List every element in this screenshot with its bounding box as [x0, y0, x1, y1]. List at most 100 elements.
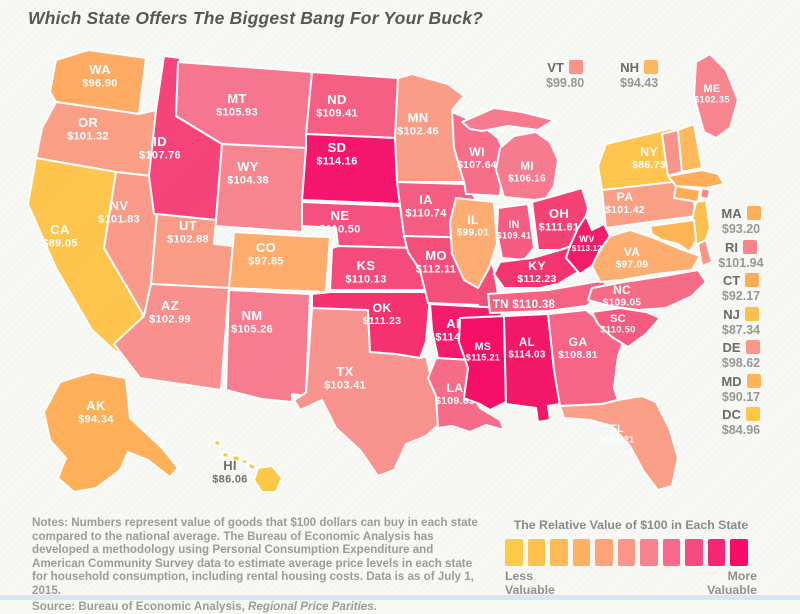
- callout-abbr: VT: [546, 60, 584, 75]
- state-label-ok: $111.23: [363, 316, 402, 327]
- state-label-mi: MI: [520, 160, 534, 173]
- callout-value: $87.34: [721, 322, 761, 337]
- callout-nh: NH $94.43: [620, 60, 658, 90]
- state-sd[interactable]: [301, 133, 401, 205]
- state-label-mi: $106.16: [508, 173, 546, 184]
- state-nc[interactable]: [587, 269, 707, 311]
- callout-de: DE $98.62: [702, 340, 780, 370]
- state-label-ks: KS: [357, 258, 376, 273]
- state-label-pa: PA: [617, 190, 634, 204]
- state-label-ut: $102.88: [167, 234, 209, 246]
- callout-nj: NJ $87.34: [702, 306, 780, 337]
- callout-abbr: CT: [702, 273, 780, 288]
- state-label-me: ME: [703, 83, 720, 95]
- state-ms[interactable]: [458, 315, 507, 411]
- state-de[interactable]: [697, 239, 713, 267]
- state-fl[interactable]: [559, 395, 679, 491]
- legend-ramp-swatch: [572, 539, 590, 566]
- callout-value: $99.80: [546, 76, 585, 90]
- state-nm[interactable]: [225, 289, 311, 403]
- state-label-il: $99.01: [457, 228, 490, 239]
- state-label-in: IN: [508, 219, 519, 231]
- state-il[interactable]: [449, 197, 498, 289]
- state-hi[interactable]: [221, 451, 230, 459]
- state-label-id: ID: [153, 134, 167, 149]
- state-az[interactable]: [113, 283, 230, 391]
- state-me[interactable]: [693, 53, 739, 139]
- state-mi[interactable]: [461, 107, 555, 132]
- state-label-al: $114.03: [508, 349, 545, 360]
- state-label-sd: $114.16: [316, 156, 357, 168]
- callout-ct: CT $92.17: [702, 273, 780, 303]
- state-label-tn: TN $110.38: [493, 299, 556, 311]
- callout-abbr: MA: [702, 206, 780, 221]
- bottom-border-strip: [0, 595, 800, 600]
- state-wv[interactable]: [565, 215, 611, 275]
- state-ak[interactable]: [43, 371, 179, 493]
- state-ct[interactable]: [673, 185, 701, 203]
- state-label-wv: WV: [579, 234, 595, 244]
- state-label-nd: $109.41: [316, 108, 358, 120]
- legend-ramp-swatch: [662, 539, 680, 566]
- state-wy[interactable]: [213, 143, 307, 233]
- state-label-ia: IA: [419, 192, 433, 207]
- state-label-co: CO: [256, 240, 276, 255]
- state-label-mo: MO: [425, 248, 447, 263]
- state-label-or: $101.32: [67, 131, 109, 143]
- state-label-tx: $103.41: [324, 380, 366, 392]
- state-hi[interactable]: [247, 462, 257, 471]
- color-scale-legend: The Relative Value of $100 in Each State…: [505, 518, 757, 597]
- state-hi[interactable]: [231, 454, 241, 463]
- state-label-nv: NV: [110, 198, 129, 213]
- state-mi[interactable]: [495, 131, 559, 201]
- state-label-sd: SD: [328, 140, 347, 155]
- state-label-mt: MT: [227, 91, 246, 106]
- state-label-ne: NE: [331, 208, 350, 223]
- callout-abbr: NH: [620, 60, 658, 75]
- state-label-hi: HI: [223, 458, 237, 473]
- state-label-ia: $110.74: [405, 208, 447, 220]
- state-label-hi: $86.06: [212, 474, 247, 486]
- state-nd[interactable]: [305, 71, 399, 139]
- callout-abbr: DC: [702, 407, 780, 422]
- state-label-ut: UT: [179, 218, 197, 233]
- state-label-nd: ND: [327, 92, 346, 107]
- state-label-in: $109.41: [497, 230, 532, 240]
- callout-ri: RI $101.94: [702, 239, 780, 270]
- state-label-ga: $108.81: [558, 350, 598, 361]
- state-nh[interactable]: [677, 123, 703, 173]
- state-co[interactable]: [228, 231, 331, 293]
- state-label-ak: $94.34: [78, 414, 114, 426]
- state-label-nm: NM: [242, 308, 263, 323]
- callout-swatch: [744, 306, 759, 321]
- state-label-az: $102.99: [149, 314, 191, 326]
- state-label-wa: WA: [89, 62, 111, 77]
- state-label-id: $107.76: [139, 150, 181, 162]
- state-label-ms: $115.21: [466, 352, 500, 362]
- callout-abbr: RI: [702, 239, 780, 255]
- state-label-ok: OK: [372, 301, 391, 315]
- state-label-mt: $105.93: [216, 107, 258, 119]
- callout-value: $92.17: [721, 289, 761, 303]
- state-label-ky: $112.23: [517, 274, 556, 285]
- callout-md: MD $90.17: [702, 373, 780, 404]
- state-hi[interactable]: [240, 458, 249, 465]
- callout-swatch: [745, 340, 760, 354]
- legend-ramp-swatch: [527, 539, 545, 566]
- state-label-nm: $105.26: [231, 324, 273, 336]
- callout-swatch: [746, 206, 761, 220]
- state-hi[interactable]: [253, 465, 283, 493]
- state-hi[interactable]: [213, 439, 222, 447]
- state-label-oh: $111.61: [539, 222, 580, 234]
- callout-swatch: [745, 407, 760, 421]
- callout-abbr: MD: [702, 373, 780, 389]
- state-label-ak: AK: [86, 398, 106, 413]
- state-ri[interactable]: [699, 187, 711, 200]
- callout-dc: DC $84.96: [702, 407, 780, 437]
- callout-swatch: [644, 60, 658, 74]
- state-label-wy: $104.38: [227, 175, 269, 187]
- state-md[interactable]: [649, 219, 697, 253]
- state-ok[interactable]: [311, 291, 431, 359]
- callout-vt: VT $99.80: [546, 60, 584, 90]
- color-ramp: [505, 539, 757, 566]
